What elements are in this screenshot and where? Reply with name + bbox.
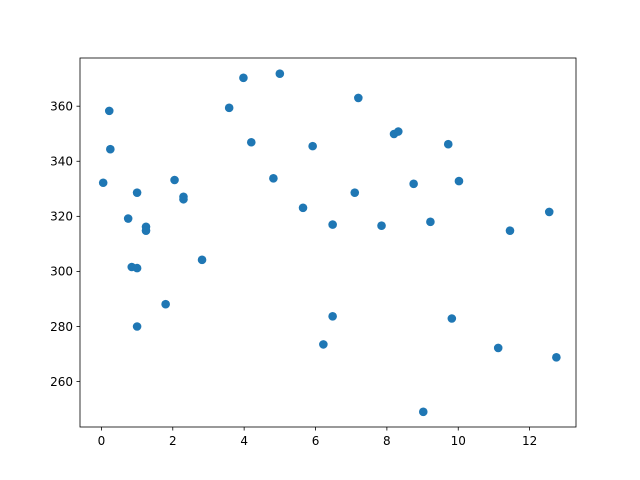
data-point	[308, 141, 317, 151]
data-point	[106, 144, 115, 154]
x-tick-label: 4	[240, 434, 248, 448]
y-tick-label: 300	[50, 265, 73, 279]
axes-frame	[79, 57, 577, 428]
data-point	[328, 220, 337, 229]
data-point	[493, 343, 503, 353]
data-point	[239, 73, 248, 83]
data-point	[170, 175, 179, 185]
data-point	[328, 312, 337, 321]
data-point	[443, 139, 453, 149]
data-point	[141, 226, 151, 235]
data-point	[104, 106, 114, 116]
data-point	[132, 322, 142, 331]
data-point	[132, 263, 142, 273]
x-tick-label: 10	[451, 434, 466, 448]
data-point	[224, 103, 234, 113]
data-point	[269, 174, 278, 183]
x-tick-label: 8	[383, 434, 391, 448]
data-point	[98, 178, 108, 188]
data-point	[505, 226, 515, 235]
y-tick-label: 360	[50, 99, 73, 113]
data-point	[246, 137, 256, 147]
data-point	[275, 69, 285, 78]
data-point	[298, 203, 308, 213]
data-point	[319, 340, 328, 349]
data-point	[179, 194, 188, 204]
data-points	[98, 69, 561, 417]
data-point	[409, 179, 418, 189]
data-point	[350, 188, 360, 197]
data-point	[544, 207, 554, 217]
data-point	[454, 176, 464, 186]
data-point	[123, 214, 133, 223]
data-point	[552, 353, 561, 362]
data-point	[132, 188, 142, 197]
y-tick-label: 260	[50, 375, 73, 389]
data-point	[418, 407, 428, 417]
x-tick-label: 6	[312, 434, 320, 448]
data-point	[161, 299, 170, 309]
x-tick-label: 2	[169, 434, 177, 448]
x-axis: 0 2 4 6 8 10 12	[98, 427, 537, 448]
data-point	[394, 127, 403, 136]
y-tick-label: 280	[50, 320, 73, 334]
y-tick-label: 340	[50, 155, 73, 169]
data-point	[197, 255, 207, 265]
data-point	[354, 93, 363, 103]
data-point	[447, 314, 457, 323]
data-point	[426, 217, 435, 227]
y-axis: 260 280 300 320 340 360	[50, 99, 80, 389]
x-tick-label: 0	[98, 434, 106, 448]
x-tick-label: 12	[522, 434, 537, 448]
y-tick-label: 320	[50, 210, 73, 224]
data-point	[377, 221, 386, 230]
